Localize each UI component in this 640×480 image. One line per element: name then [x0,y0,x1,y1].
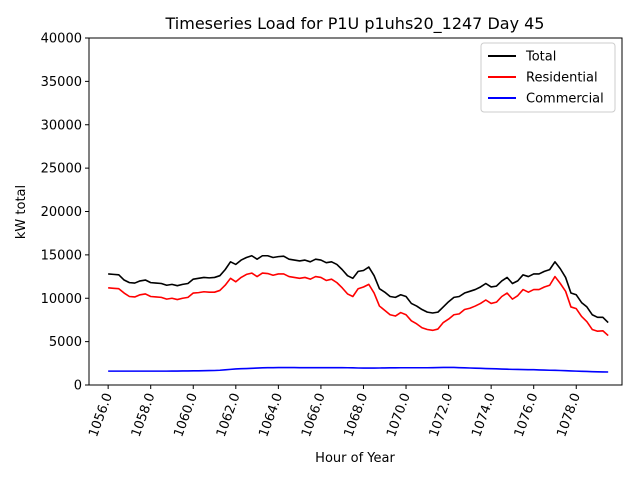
legend: Total Residential Commercial [480,42,616,113]
series-line-total [108,254,609,324]
series-layer [108,254,609,373]
legend-box [480,42,616,113]
y-tick-label: 10000 [41,292,82,307]
legend-label-total: Total [525,50,556,65]
y-tick-label: 35000 [41,75,82,90]
y-tick-label: 30000 [41,118,82,133]
y-tick-label: 5000 [49,335,82,350]
y-axis-title: kW total [14,185,29,239]
legend-label-commercial: Commercial [526,92,604,107]
series-line-commercial [108,366,609,373]
chart-title: Timeseries Load for P1U p1uhs20_1247 Day… [165,14,545,34]
series-line-residential [108,272,609,337]
y-tick-label: 20000 [41,205,82,220]
y-axis: 0 5000 10000 15000 20000 25000 30000 35000 40000 [41,32,89,394]
y-tick-label: 40000 [41,32,82,47]
y-tick-label: 25000 [41,162,82,177]
y-tick-label: 0 [74,379,82,394]
x-axis-title: Hour of Year [315,451,395,466]
y-tick-label: 15000 [41,248,82,263]
legend-label-residential: Residential [526,71,598,86]
